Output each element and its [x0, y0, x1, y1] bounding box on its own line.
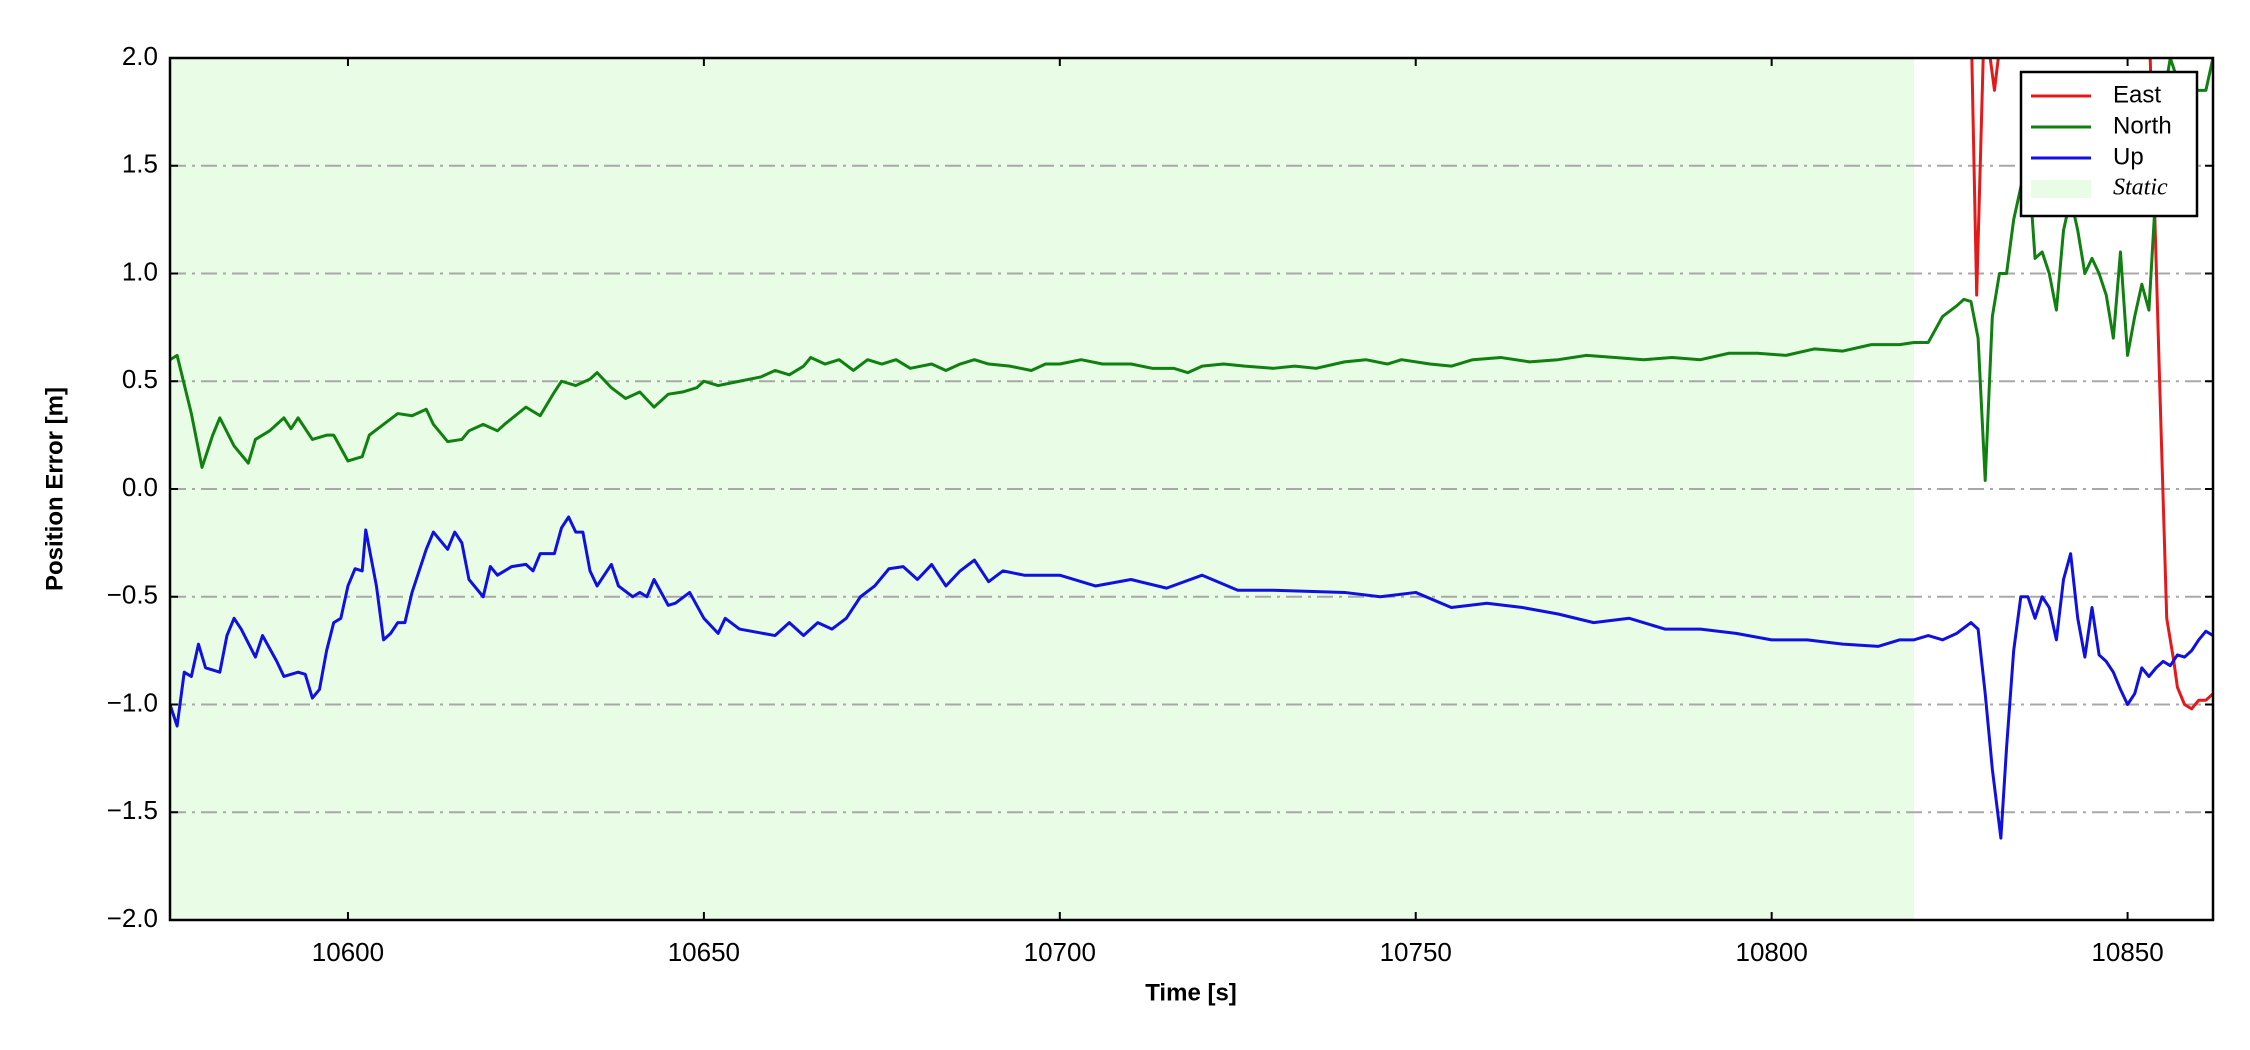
x-tick-label: 10700 [1024, 937, 1096, 967]
y-tick-label: 0.5 [122, 364, 158, 394]
y-tick-label: 1.0 [122, 256, 158, 286]
y-axis-label: Position Error [m] [41, 387, 68, 591]
series-line [170, 58, 2213, 482]
x-tick-label: 10750 [1380, 937, 1452, 967]
y-tick-label: −1.0 [107, 687, 158, 717]
legend-label: East [2113, 81, 2161, 108]
x-tick-label: 10650 [668, 937, 740, 967]
x-tick-label: 10800 [1735, 937, 1807, 967]
legend: East North Up Static [2019, 70, 2199, 218]
legend-label: North [2113, 112, 2172, 139]
legend-swatch [2031, 180, 2091, 198]
y-tick-label: −0.5 [107, 580, 158, 610]
x-tick-label: 10850 [2091, 937, 2163, 967]
y-tick-label: −1.5 [107, 795, 158, 825]
x-axis-label: Time [s] [1145, 979, 1237, 1006]
legend-label: Up [2113, 143, 2144, 170]
legend-label: Static [2113, 175, 2168, 201]
y-tick-label: 1.5 [122, 149, 158, 179]
axes: −2.0 −1.5 −1.0 −0.5 0.0 0.5 1.0 1.5 2.0 10600 1065… [107, 41, 2215, 967]
x-tick-label: 10600 [312, 937, 384, 967]
y-tick-label: −2.0 [107, 903, 158, 933]
y-tick-label: 0.0 [122, 472, 158, 502]
y-tick-label: 2.0 [122, 41, 158, 71]
plot-frame [168, 56, 2215, 922]
plot-area [170, 58, 2213, 920]
series-line [170, 515, 2213, 840]
